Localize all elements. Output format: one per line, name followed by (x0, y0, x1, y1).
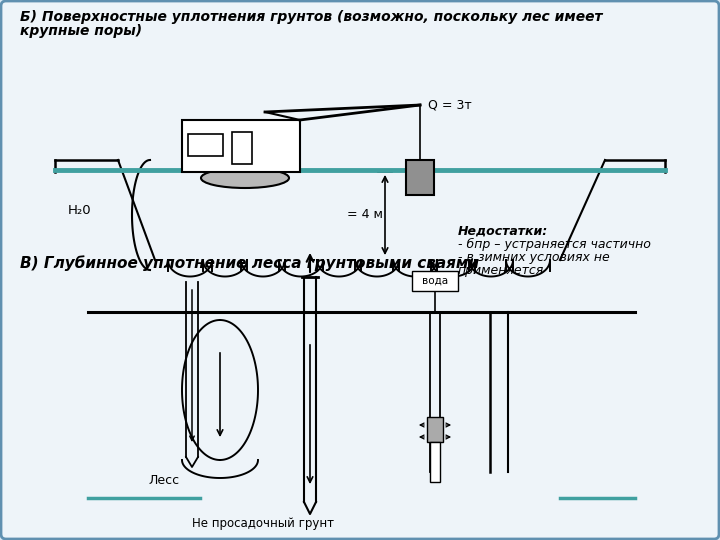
Text: Лесс: Лесс (148, 474, 179, 487)
Bar (406, 160, 434, 195)
Ellipse shape (201, 168, 289, 188)
Text: Б) Поверхностные уплотнения грунтов (возможно, поскольку лес имеет: Б) Поверхностные уплотнения грунтов (воз… (20, 10, 603, 24)
Text: Не просадочный грунт: Не просадочный грунт (192, 517, 334, 530)
Bar (182, 120, 300, 172)
Text: вода: вода (422, 276, 448, 286)
Bar (232, 132, 252, 164)
Text: = 4 м: = 4 м (347, 208, 383, 221)
FancyBboxPatch shape (412, 271, 458, 291)
Text: Недостатки:: Недостатки: (458, 225, 548, 238)
Text: - бпр – устраняется частично: - бпр – устраняется частично (458, 238, 651, 251)
Bar (430, 442, 440, 482)
Text: - в зимних условиях не: - в зимних условиях не (458, 251, 610, 264)
Bar (188, 134, 223, 156)
Bar (427, 417, 443, 442)
Text: В) Глубинное уплотнение лесса грунтовыми сваями: В) Глубинное уплотнение лесса грунтовыми… (20, 255, 479, 271)
Text: применяется: применяется (458, 264, 544, 277)
Text: Q = 3т: Q = 3т (428, 98, 472, 111)
Text: крупные поры): крупные поры) (20, 24, 142, 38)
Text: H₂0: H₂0 (68, 204, 91, 217)
